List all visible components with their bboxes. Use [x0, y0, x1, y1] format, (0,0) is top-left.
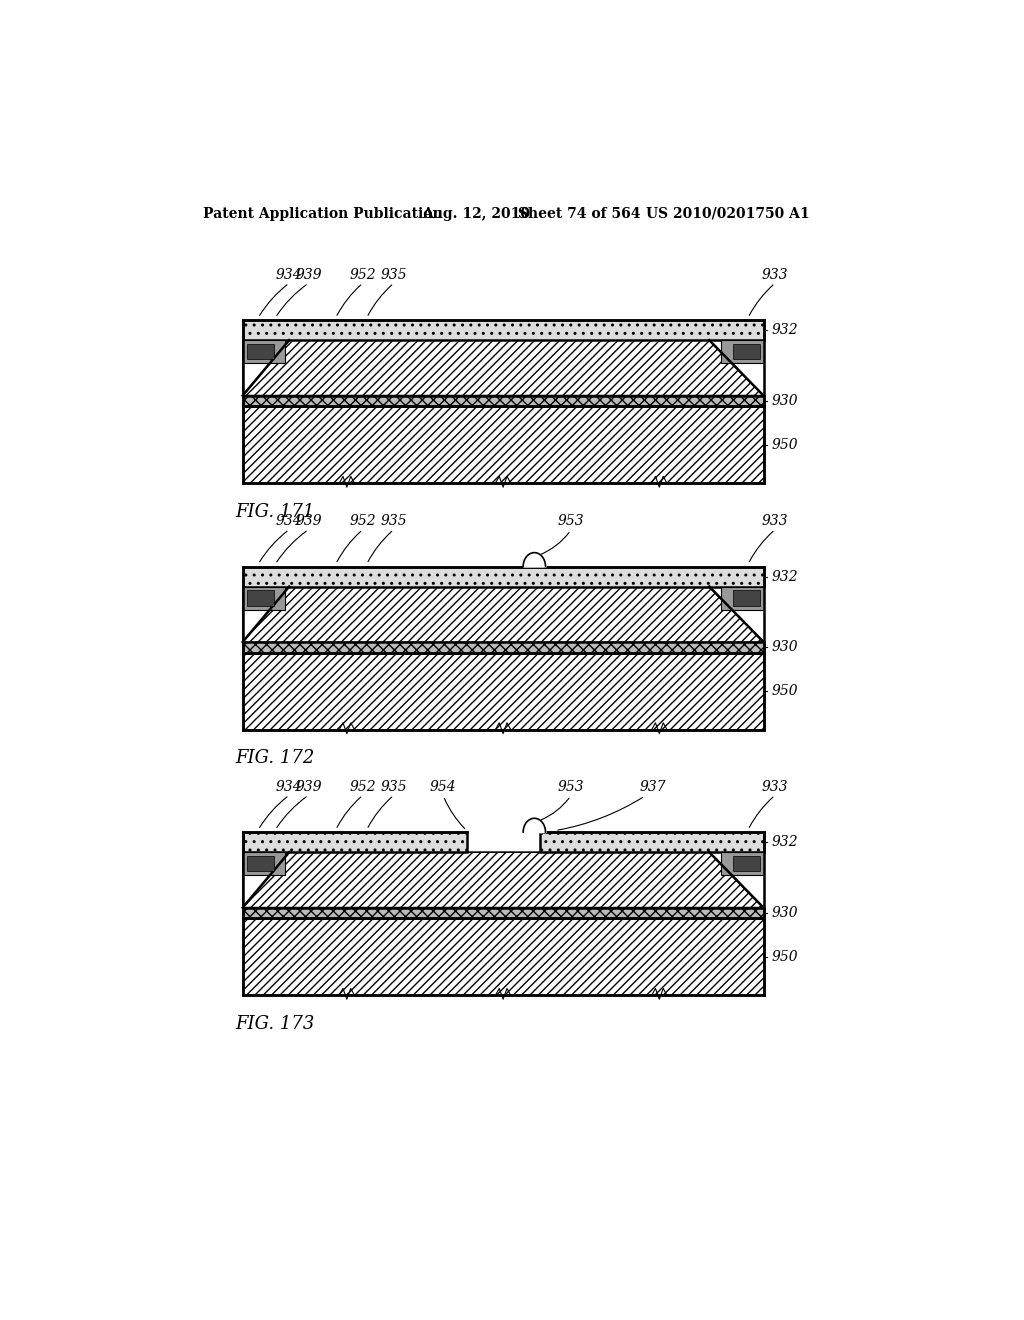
Text: 932: 932	[771, 569, 798, 583]
Text: 933: 933	[762, 513, 788, 528]
Text: 950: 950	[771, 950, 798, 964]
Polygon shape	[243, 341, 764, 396]
Polygon shape	[243, 853, 764, 908]
Polygon shape	[710, 586, 764, 642]
Bar	[243, 407, 764, 483]
Bar	[732, 857, 760, 871]
Text: Aug. 12, 2010: Aug. 12, 2010	[423, 207, 530, 220]
Text: 952: 952	[349, 513, 376, 528]
Bar	[243, 566, 764, 586]
Bar	[243, 919, 764, 995]
Text: 934: 934	[275, 268, 302, 281]
Text: 935: 935	[381, 268, 408, 281]
Text: 950: 950	[771, 438, 798, 451]
Text: 939: 939	[295, 513, 322, 528]
Bar	[243, 321, 764, 341]
Polygon shape	[243, 341, 289, 396]
Polygon shape	[243, 586, 289, 642]
Text: 933: 933	[762, 780, 788, 793]
Bar	[243, 853, 286, 875]
Bar	[247, 345, 273, 359]
Bar	[721, 853, 764, 875]
Text: 952: 952	[349, 780, 376, 793]
Text: 934: 934	[275, 780, 302, 793]
Bar	[732, 590, 760, 606]
Text: 953: 953	[557, 513, 584, 528]
Bar	[243, 396, 764, 407]
Polygon shape	[710, 341, 764, 396]
Bar	[732, 345, 760, 359]
Polygon shape	[243, 853, 289, 908]
Bar	[247, 590, 273, 606]
Text: 930: 930	[771, 640, 798, 655]
Text: 939: 939	[295, 780, 322, 793]
Bar	[721, 586, 764, 610]
Text: FIG. 171: FIG. 171	[234, 503, 314, 520]
Text: 932: 932	[771, 836, 798, 849]
Text: 930: 930	[771, 393, 798, 408]
Text: FIG. 172: FIG. 172	[234, 748, 314, 767]
Bar	[540, 832, 764, 853]
Polygon shape	[710, 853, 764, 908]
Text: 937: 937	[639, 780, 666, 793]
Text: 935: 935	[381, 780, 408, 793]
Text: 954: 954	[430, 780, 457, 793]
Text: 950: 950	[771, 684, 798, 698]
Text: 933: 933	[762, 268, 788, 281]
Text: 930: 930	[771, 906, 798, 920]
Text: 939: 939	[295, 268, 322, 281]
Text: 935: 935	[381, 513, 408, 528]
Text: 932: 932	[771, 323, 798, 337]
Polygon shape	[243, 586, 764, 642]
Bar	[243, 832, 467, 853]
Bar	[243, 653, 764, 730]
Bar	[243, 642, 764, 653]
Text: 953: 953	[557, 780, 584, 793]
Text: US 2010/0201750 A1: US 2010/0201750 A1	[646, 207, 809, 220]
Bar	[243, 586, 286, 610]
Bar	[243, 908, 764, 919]
Bar	[243, 341, 286, 363]
Text: 952: 952	[349, 268, 376, 281]
Text: FIG. 173: FIG. 173	[234, 1015, 314, 1032]
Bar	[721, 341, 764, 363]
Text: Patent Application Publication: Patent Application Publication	[203, 207, 442, 220]
Text: 934: 934	[275, 513, 302, 528]
Bar	[247, 857, 273, 871]
Text: Sheet 74 of 564: Sheet 74 of 564	[518, 207, 640, 220]
